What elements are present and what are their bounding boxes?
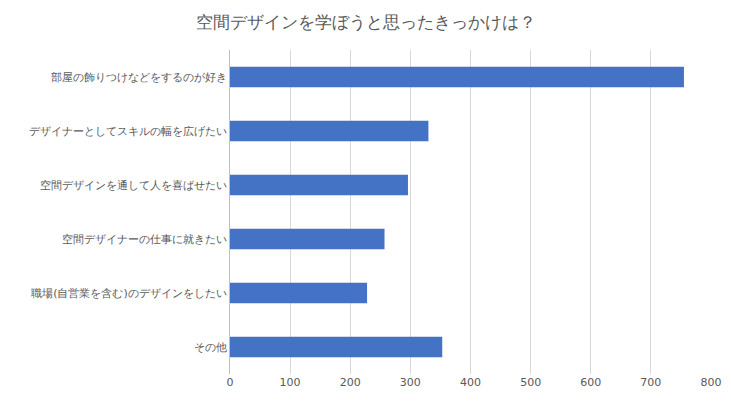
svg-text:その他: その他: [194, 341, 227, 354]
svg-text:400: 400: [460, 376, 481, 389]
svg-text:空間デザイナーの仕事に就きたい: 空間デザイナーの仕事に就きたい: [62, 233, 227, 246]
svg-text:500: 500: [520, 376, 541, 389]
svg-text:800: 800: [701, 376, 722, 389]
svg-text:0: 0: [227, 376, 234, 389]
svg-text:部屋の飾りつけなどをするのが好き: 部屋の飾りつけなどをするのが好き: [51, 71, 227, 84]
svg-text:空間デザインを学ぼうと思ったきっかけは？: 空間デザインを学ぼうと思ったきっかけは？: [196, 12, 536, 32]
svg-text:空間デザインを通して人を喜ばせたい: 空間デザインを通して人を喜ばせたい: [40, 179, 227, 192]
svg-text:職場(自営業を含む)のデザインをしたい: 職場(自営業を含む)のデザインをしたい: [31, 287, 227, 300]
svg-text:200: 200: [340, 376, 361, 389]
svg-text:600: 600: [580, 376, 601, 389]
svg-text:300: 300: [400, 376, 421, 389]
svg-text:デザイナーとしてスキルの幅を広げたい: デザイナーとしてスキルの幅を広げたい: [29, 125, 227, 138]
svg-text:100: 100: [280, 376, 301, 389]
svg-text:700: 700: [640, 376, 661, 389]
